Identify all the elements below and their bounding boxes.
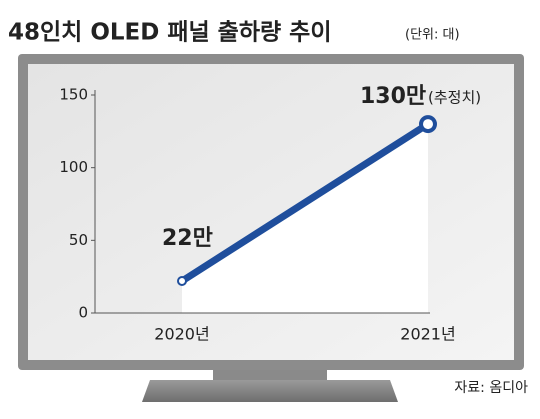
y-tick-label: 100 [59, 158, 88, 176]
value-label: 130만 [360, 84, 426, 109]
y-tick-label: 0 [78, 304, 88, 322]
y-tick-label: 50 [69, 231, 88, 249]
chart-title: 48인치 OLED 패널 출하량 추이 [8, 20, 332, 46]
monitor-screen [28, 64, 514, 360]
line [178, 120, 432, 285]
annotation: (추정치) [428, 89, 481, 107]
y-tick-label: 150 [59, 86, 88, 104]
monitor-stand [142, 380, 398, 402]
point [419, 115, 437, 134]
chart-subtitle: (단위: 대) [405, 28, 460, 43]
area-fill [182, 124, 428, 313]
point [177, 276, 187, 287]
x-tick-label: 2021년 [400, 325, 455, 344]
source: 자료: 옴디아 [454, 380, 528, 396]
value-label: 22만 [162, 226, 213, 251]
x-tick-label: 2020년 [154, 325, 209, 344]
